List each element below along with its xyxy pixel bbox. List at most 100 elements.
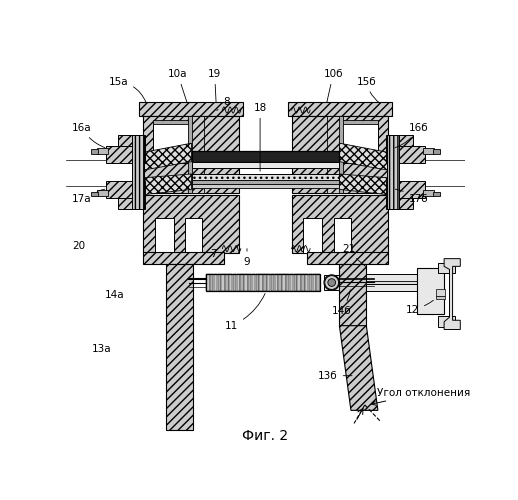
Polygon shape bbox=[339, 143, 388, 170]
Circle shape bbox=[324, 275, 339, 290]
Bar bbox=[143, 252, 224, 264]
Polygon shape bbox=[143, 143, 192, 170]
Bar bbox=[192, 180, 339, 184]
Text: Угол отклонения: Угол отклонения bbox=[371, 388, 470, 406]
Bar bbox=[221, 274, 225, 291]
Bar bbox=[385, 198, 412, 208]
Bar bbox=[244, 274, 248, 291]
Text: 14а: 14а bbox=[105, 290, 124, 300]
Bar bbox=[297, 274, 301, 291]
Bar bbox=[433, 150, 440, 154]
Text: 16а: 16а bbox=[72, 123, 105, 148]
Bar bbox=[132, 136, 144, 208]
Text: 17б: 17б bbox=[395, 189, 428, 204]
Bar bbox=[218, 274, 221, 291]
Bar bbox=[106, 181, 145, 198]
Bar bbox=[278, 274, 282, 291]
Bar bbox=[307, 252, 388, 264]
Bar bbox=[275, 274, 278, 291]
Bar bbox=[192, 151, 339, 162]
Bar bbox=[97, 190, 108, 196]
Bar bbox=[288, 102, 392, 116]
Bar bbox=[143, 116, 239, 193]
Bar bbox=[240, 274, 244, 291]
Bar bbox=[153, 120, 190, 124]
Bar bbox=[366, 281, 443, 284]
Bar bbox=[233, 274, 236, 291]
Bar bbox=[260, 274, 263, 291]
Bar bbox=[417, 268, 444, 314]
Bar bbox=[423, 148, 434, 154]
Text: 8: 8 bbox=[217, 98, 229, 110]
Bar bbox=[282, 274, 285, 291]
Text: 19: 19 bbox=[208, 69, 221, 102]
Bar bbox=[292, 194, 388, 252]
Bar bbox=[139, 102, 243, 116]
Bar bbox=[324, 275, 339, 290]
Text: 9: 9 bbox=[243, 248, 250, 266]
Bar bbox=[153, 123, 190, 163]
Bar bbox=[309, 274, 312, 291]
Text: 7: 7 bbox=[211, 244, 217, 259]
Bar bbox=[436, 296, 445, 298]
Text: 10б: 10б bbox=[323, 69, 343, 102]
Bar bbox=[190, 116, 204, 193]
Text: 18: 18 bbox=[253, 102, 267, 171]
Bar bbox=[339, 264, 366, 326]
Text: 12: 12 bbox=[406, 300, 434, 316]
Text: 20: 20 bbox=[72, 242, 85, 252]
Bar bbox=[263, 274, 267, 291]
Bar bbox=[438, 316, 455, 327]
Bar bbox=[327, 116, 341, 193]
Polygon shape bbox=[143, 174, 192, 195]
Bar bbox=[366, 284, 443, 291]
Bar bbox=[386, 146, 425, 163]
Bar bbox=[119, 198, 146, 208]
Bar bbox=[341, 120, 378, 124]
Bar bbox=[267, 274, 270, 291]
Bar bbox=[192, 174, 339, 180]
Bar bbox=[106, 146, 145, 163]
Bar bbox=[294, 274, 297, 291]
Bar bbox=[386, 181, 425, 198]
Bar bbox=[229, 274, 233, 291]
Bar bbox=[185, 218, 203, 252]
Text: 11: 11 bbox=[225, 294, 265, 331]
Text: 13а: 13а bbox=[92, 344, 111, 354]
Bar bbox=[91, 150, 98, 154]
Bar bbox=[292, 116, 388, 193]
Bar bbox=[206, 274, 320, 291]
Bar bbox=[436, 290, 445, 296]
Text: 15а: 15а bbox=[109, 76, 146, 102]
Bar bbox=[237, 274, 240, 291]
Text: 10а: 10а bbox=[168, 69, 188, 102]
Bar bbox=[286, 274, 290, 291]
Bar bbox=[143, 194, 239, 252]
Text: 15б: 15б bbox=[356, 76, 380, 103]
Bar bbox=[206, 274, 210, 291]
Bar bbox=[387, 136, 399, 208]
Bar bbox=[225, 274, 228, 291]
Text: 14б: 14б bbox=[332, 290, 352, 316]
Bar bbox=[91, 192, 98, 196]
Bar bbox=[192, 184, 339, 188]
Bar bbox=[252, 274, 255, 291]
Text: Фиг. 2: Фиг. 2 bbox=[242, 429, 289, 443]
Bar bbox=[271, 274, 274, 291]
Bar bbox=[301, 274, 305, 291]
Bar bbox=[214, 274, 217, 291]
Bar bbox=[341, 123, 378, 163]
Bar bbox=[192, 162, 339, 168]
Bar bbox=[255, 274, 259, 291]
Bar bbox=[438, 262, 455, 274]
Text: 13б: 13б bbox=[318, 370, 352, 380]
Bar bbox=[433, 192, 440, 196]
Bar bbox=[248, 274, 251, 291]
Bar bbox=[119, 136, 146, 146]
Text: 16б: 16б bbox=[395, 123, 428, 148]
Bar bbox=[305, 274, 308, 291]
Bar bbox=[366, 274, 443, 281]
Circle shape bbox=[328, 278, 336, 286]
Polygon shape bbox=[444, 258, 461, 330]
Bar bbox=[188, 116, 192, 193]
